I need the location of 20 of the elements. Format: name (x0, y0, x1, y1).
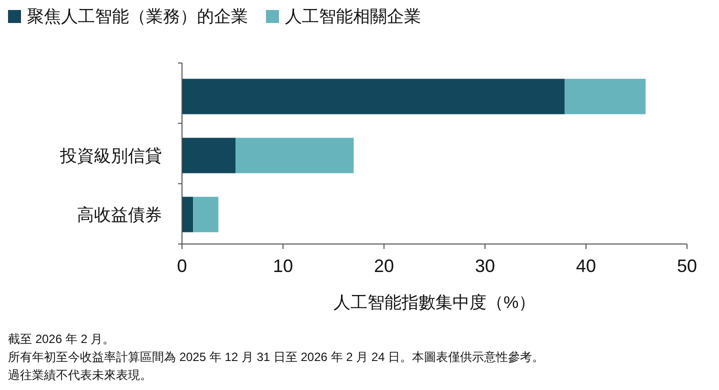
x-tick-label: 20 (374, 256, 394, 276)
legend-label: 人工智能相關企業 (285, 7, 421, 26)
x-tick-label: 40 (576, 256, 596, 276)
y-tick-label: 投資級別信貸 (59, 146, 162, 166)
text: 過往業績不代表未來表現。 (8, 368, 152, 382)
text: 截至 2026 年 2 月。 (8, 332, 115, 346)
bar (182, 78, 565, 114)
x-axis-title: 人工智能指數集中度（%） (333, 293, 536, 312)
text: 所有年初至今收益率計算區間為 2025 年 12 月 31 日至 2026 年 2 月 24 日。本圖表僅供示意性參考。 (8, 350, 544, 364)
bar (193, 196, 218, 232)
bar (236, 138, 354, 174)
x-tick-label: 50 (676, 256, 698, 276)
x-tick-label: 10 (272, 256, 294, 276)
bar (182, 138, 236, 174)
bar (182, 196, 194, 232)
x-tick-label: 0 (176, 256, 188, 276)
x-tick-label: 30 (474, 256, 496, 276)
legend-label: 聚焦人工智能（業務）的企業 (27, 7, 248, 26)
y-tick-label: 高收益債券 (77, 206, 162, 224)
bar (564, 78, 646, 114)
